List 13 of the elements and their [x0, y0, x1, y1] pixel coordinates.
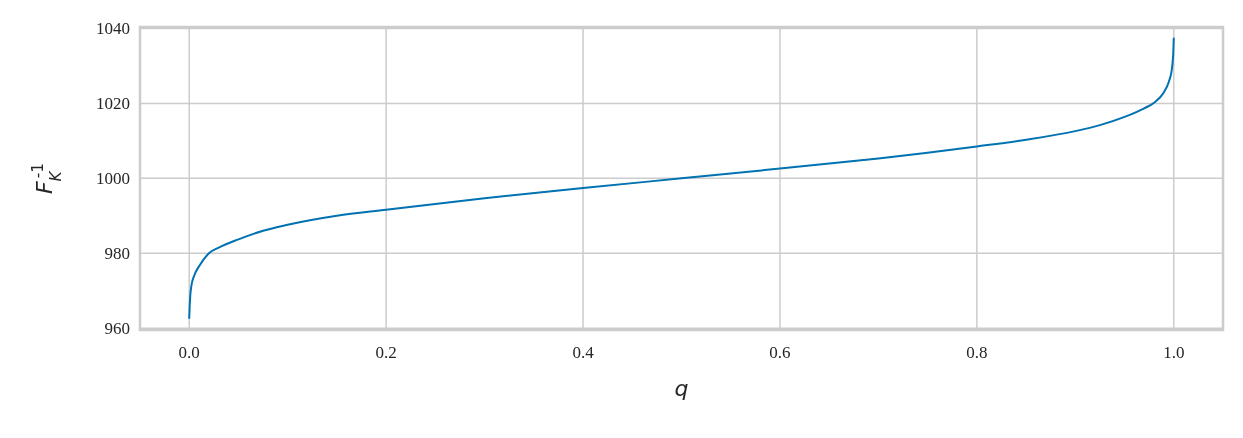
x-tick-label: 1.0 — [1163, 343, 1185, 362]
x-tick-label: 0.4 — [572, 343, 595, 362]
y-tick-label: 1000 — [96, 169, 130, 189]
x-tick-label: 0.2 — [375, 343, 397, 362]
line-series — [188, 37, 1175, 320]
y-tick-label: 960 — [104, 319, 130, 339]
y-tick-label: 1040 — [96, 19, 130, 39]
y-tick-label: 980 — [104, 244, 130, 264]
x-tick-label: 0.0 — [178, 343, 200, 362]
y-tick-label: 1020 — [96, 94, 130, 114]
x-tick-label: 0.8 — [966, 343, 988, 362]
x-axis-title: q — [674, 376, 689, 401]
x-tick-label: 0.6 — [769, 343, 791, 362]
